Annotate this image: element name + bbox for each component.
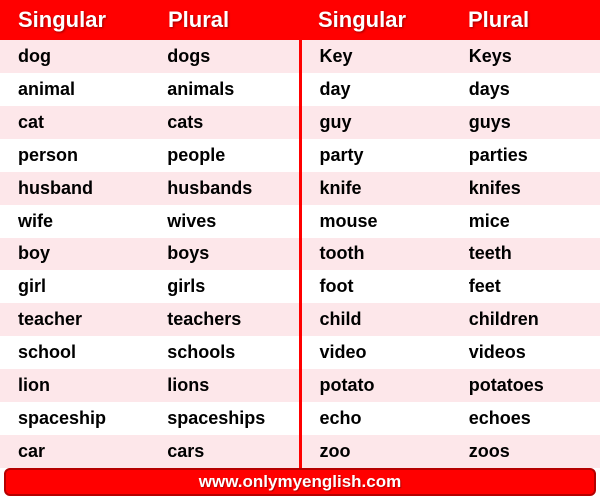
table-row: videovideos: [302, 336, 600, 369]
header-plural-left: Plural: [150, 0, 300, 40]
table-row: toothteeth: [302, 238, 600, 271]
left-column-pair: dogdogsanimalanimalscatcatspersonpeopleh…: [0, 40, 299, 468]
right-plural-cell: children: [451, 309, 600, 330]
right-plural-cell: echoes: [451, 408, 600, 429]
right-plural-cell: days: [451, 79, 600, 100]
right-singular-cell: zoo: [302, 441, 451, 462]
left-singular-cell: car: [0, 441, 149, 462]
table-row: boyboys: [0, 238, 299, 271]
right-singular-cell: video: [302, 342, 451, 363]
table-row: childchildren: [302, 303, 600, 336]
table-row: knifeknifes: [302, 172, 600, 205]
header-singular-right: Singular: [300, 0, 450, 40]
header-plural-right: Plural: [450, 0, 600, 40]
left-singular-cell: girl: [0, 276, 149, 297]
table-row: animalanimals: [0, 73, 299, 106]
right-singular-cell: mouse: [302, 211, 451, 232]
table-row: catcats: [0, 106, 299, 139]
right-plural-cell: potatoes: [451, 375, 600, 396]
left-plural-cell: husbands: [149, 178, 298, 199]
right-singular-cell: echo: [302, 408, 451, 429]
table-row: echoechoes: [302, 402, 600, 435]
right-plural-cell: feet: [451, 276, 600, 297]
left-singular-cell: animal: [0, 79, 149, 100]
table-row: personpeople: [0, 139, 299, 172]
table-row: schoolschools: [0, 336, 299, 369]
left-plural-cell: schools: [149, 342, 298, 363]
left-singular-cell: person: [0, 145, 149, 166]
left-plural-cell: teachers: [149, 309, 298, 330]
right-singular-cell: foot: [302, 276, 451, 297]
right-plural-cell: mice: [451, 211, 600, 232]
table-row: KeyKeys: [302, 40, 600, 73]
left-plural-cell: girls: [149, 276, 298, 297]
left-plural-cell: boys: [149, 243, 298, 264]
right-plural-cell: parties: [451, 145, 600, 166]
table-row: husbandhusbands: [0, 172, 299, 205]
right-singular-cell: child: [302, 309, 451, 330]
table-content: dogdogsanimalanimalscatcatspersonpeopleh…: [0, 40, 600, 468]
left-plural-cell: people: [149, 145, 298, 166]
left-singular-cell: boy: [0, 243, 149, 264]
table-header: Singular Plural Singular Plural: [0, 0, 600, 40]
table-row: partyparties: [302, 139, 600, 172]
table-row: dogdogs: [0, 40, 299, 73]
header-singular-left: Singular: [0, 0, 150, 40]
right-column-pair: KeyKeysdaydaysguyguyspartypartiesknifekn…: [302, 40, 600, 468]
table-row: guyguys: [302, 106, 600, 139]
right-plural-cell: teeth: [451, 243, 600, 264]
table-row: carcars: [0, 435, 299, 468]
left-singular-cell: cat: [0, 112, 149, 133]
left-singular-cell: teacher: [0, 309, 149, 330]
left-singular-cell: lion: [0, 375, 149, 396]
left-plural-cell: cars: [149, 441, 298, 462]
left-plural-cell: spaceships: [149, 408, 298, 429]
table-row: spaceshipspaceships: [0, 402, 299, 435]
right-singular-cell: potato: [302, 375, 451, 396]
left-singular-cell: wife: [0, 211, 149, 232]
right-plural-cell: guys: [451, 112, 600, 133]
right-singular-cell: knife: [302, 178, 451, 199]
table-row: mousemice: [302, 205, 600, 238]
left-singular-cell: spaceship: [0, 408, 149, 429]
table-row: footfeet: [302, 270, 600, 303]
right-singular-cell: guy: [302, 112, 451, 133]
left-singular-cell: husband: [0, 178, 149, 199]
left-plural-cell: dogs: [149, 46, 298, 67]
table-row: lionlions: [0, 369, 299, 402]
right-plural-cell: knifes: [451, 178, 600, 199]
left-plural-cell: wives: [149, 211, 298, 232]
left-plural-cell: animals: [149, 79, 298, 100]
right-singular-cell: day: [302, 79, 451, 100]
table-row: wifewives: [0, 205, 299, 238]
left-singular-cell: dog: [0, 46, 149, 67]
left-plural-cell: lions: [149, 375, 298, 396]
table-row: zoozoos: [302, 435, 600, 468]
right-plural-cell: videos: [451, 342, 600, 363]
table-row: daydays: [302, 73, 600, 106]
table-row: potatopotatoes: [302, 369, 600, 402]
right-plural-cell: Keys: [451, 46, 600, 67]
right-singular-cell: Key: [302, 46, 451, 67]
table-row: girlgirls: [0, 270, 299, 303]
right-singular-cell: party: [302, 145, 451, 166]
right-singular-cell: tooth: [302, 243, 451, 264]
right-plural-cell: zoos: [451, 441, 600, 462]
left-singular-cell: school: [0, 342, 149, 363]
table-row: teacherteachers: [0, 303, 299, 336]
footer-url: www.onlymyenglish.com: [4, 468, 596, 496]
left-plural-cell: cats: [149, 112, 298, 133]
